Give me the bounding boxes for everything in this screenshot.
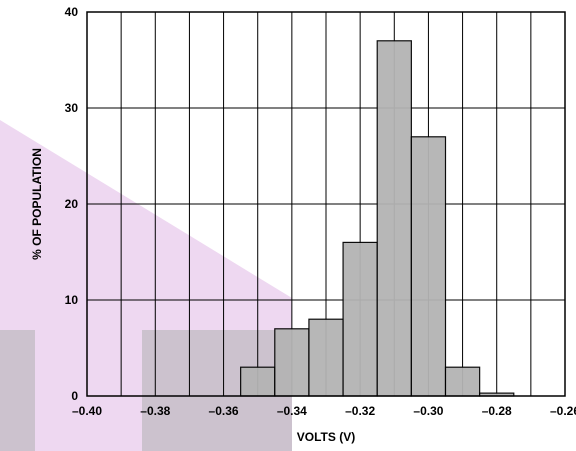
x-tick-labels: –0.40 –0.38 –0.36 –0.34 –0.32 –0.30 –0.28 –0.26	[72, 404, 576, 418]
histogram-bar	[342, 241, 378, 397]
y-axis-title: % OF POPULATION	[30, 148, 44, 260]
watermark	[0, 120, 292, 451]
histogram-bar	[240, 366, 276, 397]
x-tick-label: –0.34	[277, 404, 307, 418]
watermark-bar	[0, 330, 35, 451]
x-tick-label: –0.32	[345, 404, 375, 418]
y-tick-label: 40	[65, 5, 79, 19]
y-tick-label: 10	[65, 293, 79, 307]
histogram-bar	[274, 328, 310, 397]
y-tick-label: 30	[65, 101, 79, 115]
histogram-bar	[308, 318, 344, 397]
histogram-bar	[444, 366, 481, 397]
x-tick-label: –0.28	[482, 404, 512, 418]
histogram-bar	[410, 136, 447, 397]
grid-lines	[87, 12, 565, 396]
y-tick-label: 0	[71, 389, 78, 403]
plot-frame	[86, 11, 566, 397]
histogram-bar	[376, 40, 412, 397]
x-tick-label: –0.26	[550, 404, 576, 418]
histogram-bars	[240, 40, 515, 397]
x-tick-label: –0.38	[140, 404, 170, 418]
x-tick-label: –0.30	[413, 404, 443, 418]
y-tick-label: 20	[65, 197, 79, 211]
x-tick-label: –0.36	[209, 404, 239, 418]
x-axis-title: VOLTS (V)	[297, 430, 355, 444]
x-tick-label: –0.40	[72, 404, 102, 418]
y-tick-labels: 0 10 20 30 40	[65, 5, 79, 403]
